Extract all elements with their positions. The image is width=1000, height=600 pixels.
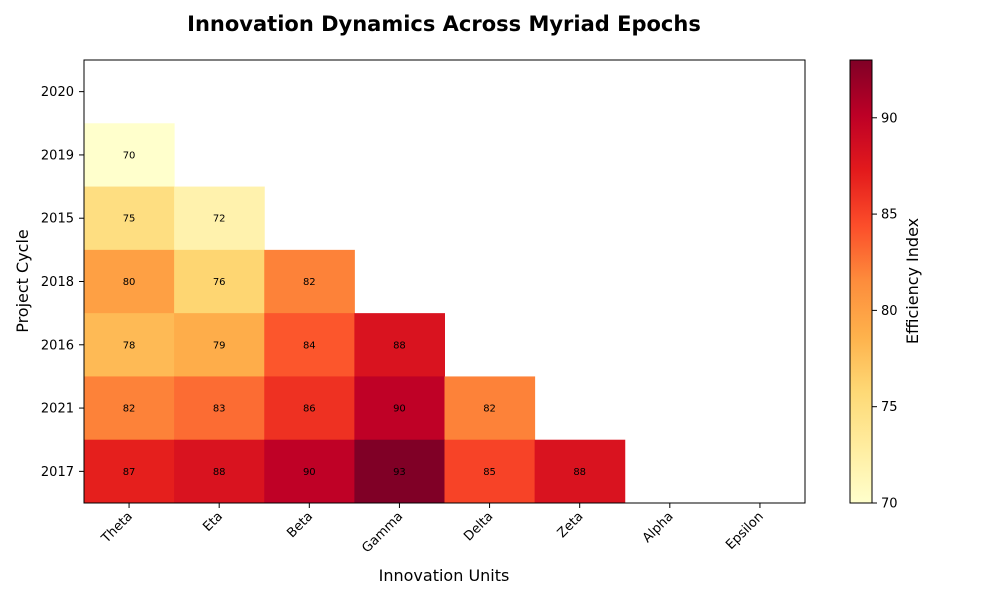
heatmap-cell-value: 75	[123, 214, 136, 225]
y-tick-label: 2017	[41, 465, 74, 480]
colorbar-ticks: 70 75 80 85 90	[872, 111, 898, 512]
x-tick-label: Alpha	[640, 509, 677, 546]
heatmap-cell-value: 88	[573, 467, 586, 478]
heatmap-cell	[264, 439, 355, 504]
colorbar-label: Efficiency Index	[903, 218, 922, 344]
x-tick-label: Theta	[98, 509, 136, 547]
heatmap-cell	[534, 439, 626, 504]
heatmap-cell-value: 78	[123, 340, 136, 351]
heatmap-cell	[264, 376, 355, 441]
heatmap-cell-value: 88	[213, 467, 226, 478]
heatmap-cell-value: 79	[213, 340, 226, 351]
heatmap-cells	[84, 123, 626, 504]
heatmap-cell	[174, 439, 265, 504]
heatmap-cell	[174, 249, 265, 314]
heatmap-cell-value: 82	[123, 404, 136, 415]
y-tick-label: 2016	[41, 338, 74, 353]
y-tick-label: 2020	[41, 85, 74, 100]
x-tick-label: Epsilon	[723, 509, 767, 553]
heatmap-cell	[84, 249, 175, 314]
y-axis-ticks: 2020 2019 2015 2018 2016 2021 2017	[41, 85, 84, 480]
x-tick-label: Delta	[461, 509, 496, 544]
heatmap-cell-value: 88	[393, 340, 406, 351]
heatmap-cell-value: 85	[483, 467, 496, 478]
heatmap-cell-value: 93	[393, 467, 406, 478]
heatmap-cell	[264, 249, 355, 314]
x-tick-label: Beta	[284, 509, 316, 541]
colorbar-tick-label: 85	[881, 208, 898, 223]
heatmap-cell-value: 83	[213, 404, 226, 415]
heatmap-cell-value: 84	[303, 340, 316, 351]
heatmap-cell	[174, 313, 265, 377]
heatmap-cell	[444, 376, 536, 441]
heatmap-cell	[354, 313, 445, 377]
y-tick-label: 2018	[41, 275, 74, 290]
x-tick-label: Gamma	[359, 509, 406, 556]
x-axis-label: Innovation Units	[379, 566, 510, 585]
y-tick-label: 2015	[41, 212, 74, 227]
heatmap-cell-value: 80	[123, 277, 136, 288]
colorbar-tick-label: 80	[881, 304, 898, 319]
heatmap-cell-value: 87	[123, 467, 136, 478]
chart-title: Innovation Dynamics Across Myriad Epochs	[187, 12, 701, 36]
heatmap-cell-value: 82	[303, 277, 316, 288]
heatmap-cell-value: 86	[303, 404, 316, 415]
heatmap-cell-value: 90	[303, 467, 316, 478]
heatmap-cell-value: 70	[123, 150, 136, 161]
heatmap-cell-value: 82	[483, 404, 496, 415]
colorbar-tick-label: 75	[881, 400, 898, 415]
heatmap-cell	[84, 313, 175, 377]
colorbar	[849, 59, 873, 504]
colorbar-tick-label: 90	[881, 111, 898, 126]
y-axis-label: Project Cycle	[13, 229, 32, 333]
heatmap-cell-labels: 70 75 72 80 76 82 78 79 84 88 82 83 86 90 82 87 88 90 93 85…	[123, 150, 586, 477]
heatmap-cell	[84, 186, 175, 251]
heatmap-cell-value: 90	[393, 404, 406, 415]
x-axis-ticks: Theta Eta Beta Gamma Delta Zeta Alpha Epsilon	[98, 503, 767, 556]
heatmap-cell	[84, 123, 175, 188]
heatmap-cell-value: 76	[213, 277, 226, 288]
colorbar-tick-label: 70	[881, 497, 898, 512]
heatmap-cell	[354, 376, 445, 441]
heatmap-cell	[174, 376, 265, 441]
heatmap-cell	[354, 439, 445, 504]
y-tick-label: 2021	[41, 402, 74, 417]
y-tick-label: 2019	[41, 148, 74, 163]
heatmap-cell	[264, 313, 355, 377]
heatmap-cell-value: 72	[213, 214, 226, 225]
heatmap-cell	[84, 439, 175, 504]
x-tick-label: Eta	[200, 509, 226, 535]
heatmap-cell	[174, 186, 265, 251]
heatmap-cell	[444, 439, 536, 504]
heatmap-cell	[84, 376, 175, 441]
x-tick-label: Zeta	[555, 509, 587, 541]
